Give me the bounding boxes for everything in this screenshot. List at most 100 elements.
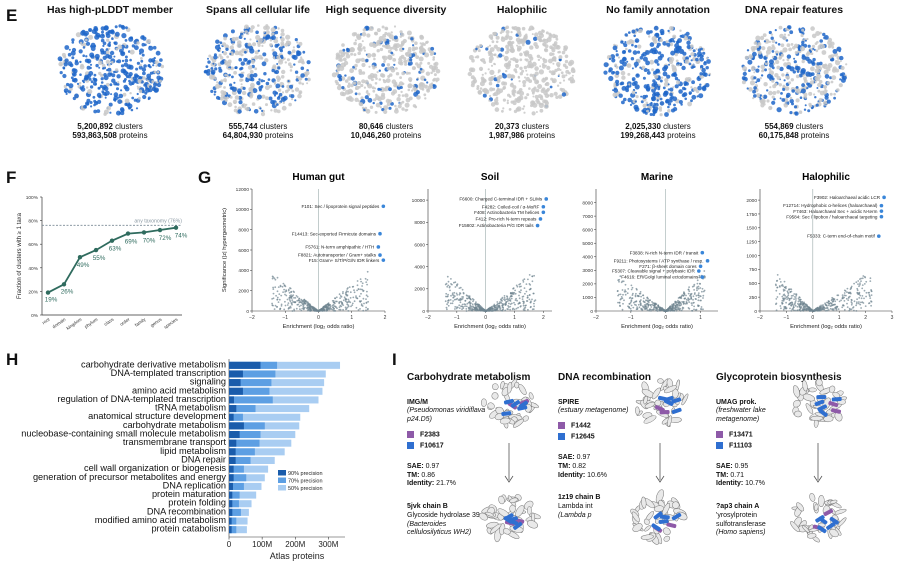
volcano-point: [526, 294, 529, 297]
umap-point: [536, 35, 542, 41]
umap-point: [93, 99, 97, 103]
umap-point: [620, 40, 624, 44]
umap-point: [778, 25, 783, 30]
volcano-point: [685, 294, 687, 297]
volcano-point: [630, 288, 633, 291]
umap-point: [386, 63, 391, 67]
umap-point: [401, 71, 406, 76]
umap-point: [564, 65, 569, 69]
umap-point: [761, 46, 766, 51]
umap-point: [265, 34, 271, 40]
umap-point: [111, 37, 114, 40]
umap-point: [618, 65, 624, 71]
umap-point: [90, 80, 94, 84]
volcano-point: [701, 290, 703, 293]
umap-point: [213, 55, 218, 60]
umap-point: [347, 84, 351, 89]
volcano-point: [802, 306, 805, 309]
umap-point: [374, 65, 377, 69]
umap-point: [647, 69, 650, 72]
umap-point: [107, 30, 111, 34]
umap-point: [674, 76, 679, 81]
umap-point: [668, 63, 670, 66]
volcano-point: [845, 297, 848, 300]
umap-point: [280, 32, 285, 37]
volcano-point: [458, 293, 461, 296]
umap-point: [254, 55, 259, 60]
umap-point: [82, 46, 86, 49]
volcano-point: [284, 304, 287, 307]
umap-point: [391, 38, 395, 41]
volcano-point: [527, 308, 529, 311]
umap-point: [667, 105, 670, 109]
umap-point: [273, 82, 276, 85]
y-tick-label: 5000: [582, 241, 593, 247]
umap-point: [519, 58, 523, 62]
umap-point: [392, 58, 397, 62]
volcano-point: [283, 288, 285, 291]
highlight-label: F8821: Autotransporter / Gram+ stalks: [298, 253, 377, 258]
umap-point: [92, 95, 96, 99]
umap-point: [635, 40, 638, 43]
umap-point: [708, 74, 711, 77]
umap-point: [771, 50, 775, 53]
umap-point: [407, 84, 412, 88]
volcano-point: [677, 307, 680, 309]
umap-point: [372, 101, 375, 105]
y-tick-label: 12000: [236, 187, 250, 193]
umap-point: [698, 93, 704, 99]
volcano-point: [685, 301, 688, 304]
umap-point: [239, 67, 243, 71]
volcano-point: [695, 308, 698, 311]
umap-point: [94, 53, 100, 59]
volcano-point: [364, 277, 367, 280]
umap-point: [289, 69, 293, 72]
umap-point: [763, 82, 768, 87]
volcano-point: [509, 300, 512, 302]
umap-point: [298, 91, 302, 95]
umap-point: [760, 103, 765, 108]
volcano-point: [618, 280, 620, 283]
umap-point: [264, 58, 269, 63]
umap-point: [361, 79, 366, 84]
volcano-point: [454, 306, 457, 308]
umap-point: [793, 57, 796, 60]
umap-point: [810, 52, 814, 55]
umap-point: [147, 76, 151, 81]
umap-point: [218, 84, 222, 88]
umap-point: [423, 84, 428, 89]
umap-point: [749, 80, 756, 86]
umap-point: [435, 80, 438, 83]
umap-point: [510, 58, 513, 61]
umap-point: [766, 89, 769, 92]
umap-point: [497, 69, 501, 73]
umap-point: [342, 51, 346, 55]
umap-point: [485, 47, 489, 51]
umap-point: [397, 104, 402, 109]
umap-point: [353, 81, 357, 85]
umap-point: [399, 76, 402, 79]
umap-point: [137, 96, 141, 100]
highlight-label: F412: Pro-rich N-term repeats: [475, 217, 537, 222]
umap-point: [403, 57, 407, 61]
umap-point: [488, 34, 494, 39]
volcano-point: [451, 293, 454, 296]
volcano-point: [525, 283, 528, 285]
volcano-point: [810, 308, 813, 311]
highlight-point: [705, 259, 710, 263]
umap-point: [748, 87, 753, 92]
umap-point: [102, 84, 107, 90]
volcano-point: [499, 307, 502, 310]
y-tick-label: 40%: [28, 266, 38, 272]
umap-point: [213, 93, 216, 96]
umap-point: [528, 87, 531, 90]
umap-point: [285, 34, 291, 40]
volcano-point: [525, 300, 528, 302]
y-tick-label: 1500: [746, 226, 757, 232]
umap-point: [134, 45, 139, 51]
umap-point: [421, 42, 425, 46]
umap-point: [803, 108, 807, 111]
umap-point: [234, 105, 237, 109]
umap-point: [547, 94, 550, 97]
volcano-point: [455, 298, 458, 301]
